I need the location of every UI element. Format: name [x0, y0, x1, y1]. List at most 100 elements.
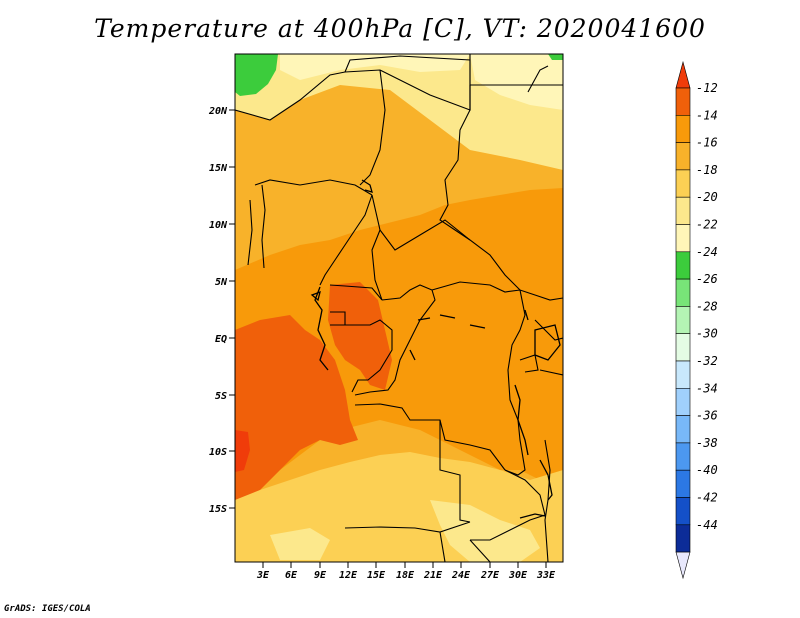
border-niger-nigeria: [254, 179, 373, 196]
lon-label: 12E: [339, 570, 358, 581]
lake-kariba: [519, 513, 546, 519]
bioko: [310, 290, 321, 302]
lake-albert: [524, 309, 529, 321]
border-niger-chad: [359, 69, 386, 186]
lon-label: 24E: [451, 570, 471, 581]
colorbar-label: -22: [696, 218, 718, 232]
lat-label: 10S: [209, 447, 227, 458]
border-north-ne: [527, 65, 549, 93]
colorbar-swatch: [675, 115, 691, 143]
colorbar-swatch: [675, 442, 691, 471]
colorbar-swatch: [675, 306, 691, 334]
colorbar-label: -30: [696, 327, 718, 341]
colorbar-swatch: [675, 251, 691, 280]
field-gabon-deep: [328, 282, 392, 390]
lon-label: 21E: [423, 570, 443, 581]
lake-tanganyika: [514, 384, 529, 456]
lon-label: 27E: [480, 570, 500, 581]
colorbar-label: -38: [696, 436, 718, 450]
colorbar-swatch: [675, 224, 691, 253]
lat-label: 20N: [208, 106, 228, 117]
colorbar-swatch: [675, 278, 691, 307]
colorbar-label: -42: [696, 491, 718, 505]
border-zambia-east: [470, 469, 546, 541]
field-green-nw: [235, 54, 278, 96]
colorbar-swatch: [675, 333, 691, 362]
colorbar-label: -24: [696, 245, 718, 259]
border-gabon-congo: [345, 319, 393, 393]
colorbar-label: -44: [696, 518, 718, 532]
lakes-coastlines: [310, 179, 561, 519]
border-rwanda: [519, 354, 539, 373]
border-drc-sudan: [431, 281, 563, 301]
colorbar-swatch: [675, 360, 691, 389]
border-angola-zambia: [439, 420, 471, 523]
border-angola-namibia: [344, 521, 471, 533]
colorbar-swatch: [675, 415, 691, 444]
colorbar-top-arrow: [675, 60, 691, 89]
field-green-ne: [548, 54, 563, 60]
colorbar-label: -32: [696, 354, 718, 368]
border-drc-east: [504, 289, 526, 476]
border-namibia-botswana: [439, 531, 446, 562]
axis-ticks: [229, 109, 547, 568]
lon-label: 33E: [536, 570, 556, 581]
coast-gulf: [314, 286, 329, 371]
border-chad-sudan: [439, 109, 471, 241]
lake-victoria: [534, 324, 561, 361]
border-zambia-zimbabwe: [469, 539, 491, 562]
country-borders: [235, 54, 563, 562]
colorbar-label: -40: [696, 463, 718, 477]
lat-label: 5N: [215, 277, 228, 288]
lat-label: 15N: [209, 163, 228, 174]
colorbar-swatch: [675, 169, 691, 198]
lon-label: 3E: [256, 570, 270, 581]
field-south-lightest: [430, 500, 540, 562]
border-nigeria-cameroon: [319, 194, 373, 286]
footer-credit: GrADS: IGES/COLA: [4, 604, 91, 614]
colorbar-label: -34: [696, 381, 718, 395]
colorbar-swatch: [675, 142, 691, 171]
border-cameroon-south: [329, 284, 383, 301]
lat-label: 5S: [215, 391, 227, 402]
border-kenya-tz: [539, 369, 563, 376]
lon-label: 15E: [367, 570, 386, 581]
border-togo: [247, 199, 253, 266]
colorbar-label: -36: [696, 409, 718, 423]
border-car: [371, 194, 521, 291]
lakes-drc: [409, 314, 486, 361]
field-sw-light: [270, 528, 330, 560]
lon-label: 9E: [314, 570, 327, 581]
lon-label: 6E: [285, 570, 298, 581]
field-northeast-lightest: [470, 54, 563, 110]
colorbar: -12 -14 -16 -18 -20 -22 -24 -26 -28 -30 -32 -34 -36 -…: [675, 60, 718, 580]
colorbar-label: -20: [696, 190, 718, 204]
colorbar-label: -12: [696, 81, 718, 95]
colorbar-swatch: [675, 524, 691, 553]
longitude-labels: 3E 6E 9E 12E 15E 18E 21E 24E 27E 30E 33E: [256, 570, 556, 581]
colorbar-bottom-arrow: [675, 551, 691, 580]
colorbar-swatch: [675, 497, 691, 526]
colorbar-label: -18: [696, 163, 718, 177]
map-frame: [234, 53, 564, 563]
colorbar-label: -28: [696, 299, 718, 313]
border-benin: [261, 184, 266, 269]
lake-malawi: [539, 459, 553, 501]
field-north-lightest: [280, 54, 470, 80]
colorbar-swatch: [675, 196, 691, 225]
colorbar-label: -16: [696, 136, 718, 150]
colorbar-swatch: [675, 387, 691, 416]
lat-label: 15S: [209, 504, 227, 515]
colorbar-label: -26: [696, 272, 718, 286]
lat-label: 10N: [209, 220, 228, 231]
border-cameroon-car: [371, 229, 383, 301]
latitude-labels: 20N 15N 10N 5N EQ 5S 10S 15S: [208, 106, 228, 515]
lat-label: EQ: [215, 334, 227, 345]
lon-label: 30E: [508, 570, 528, 581]
chart-title: Temperature at 400hPa [C], VT: 202004160…: [94, 14, 706, 43]
field-red-spot: [235, 430, 250, 472]
lon-label: 18E: [396, 570, 415, 581]
colorbar-label: -14: [696, 108, 718, 122]
temperature-field: [235, 54, 563, 562]
